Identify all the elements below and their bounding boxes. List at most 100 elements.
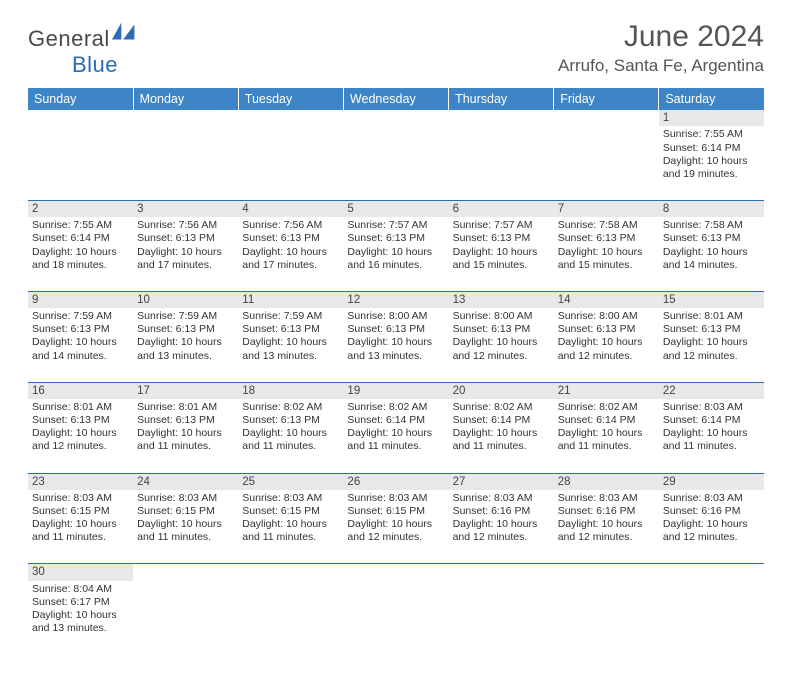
day-number-cell: 24 [133,473,238,490]
daylight-text: Daylight: 10 hours and 15 minutes. [453,246,550,272]
day-header-row: SundayMondayTuesdayWednesdayThursdayFrid… [28,88,764,110]
day-data-row: Sunrise: 8:01 AMSunset: 6:13 PMDaylight:… [28,399,764,473]
sunset-text: Sunset: 6:15 PM [137,505,234,518]
sunset-text: Sunset: 6:13 PM [453,323,550,336]
day-number-cell: 1 [659,110,764,126]
day-data-cell [28,126,133,200]
day-number-cell: 7 [554,200,659,217]
sunset-text: Sunset: 6:13 PM [347,232,444,245]
day-data-cell: Sunrise: 8:03 AMSunset: 6:15 PMDaylight:… [343,490,448,564]
sunrise-text: Sunrise: 8:03 AM [32,492,129,505]
day-data-row: Sunrise: 8:04 AMSunset: 6:17 PMDaylight:… [28,581,764,655]
daylight-text: Daylight: 10 hours and 13 minutes. [32,609,129,635]
day-number-cell [554,564,659,581]
day-data-cell [449,581,554,655]
day-data-cell: Sunrise: 7:55 AMSunset: 6:14 PMDaylight:… [659,126,764,200]
sunrise-text: Sunrise: 7:58 AM [558,219,655,232]
daylight-text: Daylight: 10 hours and 17 minutes. [137,246,234,272]
day-number-cell: 5 [343,200,448,217]
sunrise-text: Sunrise: 8:01 AM [663,310,760,323]
location: Arrufo, Santa Fe, Argentina [558,56,764,76]
day-data-cell: Sunrise: 8:03 AMSunset: 6:14 PMDaylight:… [659,399,764,473]
day-number-cell: 16 [28,382,133,399]
sunset-text: Sunset: 6:14 PM [558,414,655,427]
day-number-cell: 15 [659,291,764,308]
daylight-text: Daylight: 10 hours and 12 minutes. [32,427,129,453]
daylight-text: Daylight: 10 hours and 12 minutes. [558,336,655,362]
sunset-text: Sunset: 6:16 PM [453,505,550,518]
sunset-text: Sunset: 6:13 PM [137,323,234,336]
sunrise-text: Sunrise: 8:02 AM [453,401,550,414]
daynum-row: 2345678 [28,200,764,217]
sunrise-text: Sunrise: 8:03 AM [347,492,444,505]
daylight-text: Daylight: 10 hours and 15 minutes. [558,246,655,272]
sunrise-text: Sunrise: 7:59 AM [137,310,234,323]
day-data-row: Sunrise: 7:55 AMSunset: 6:14 PMDaylight:… [28,126,764,200]
sunset-text: Sunset: 6:14 PM [663,142,760,155]
sunset-text: Sunset: 6:13 PM [242,323,339,336]
sunrise-text: Sunrise: 7:56 AM [137,219,234,232]
sunrise-text: Sunrise: 7:58 AM [663,219,760,232]
sunset-text: Sunset: 6:13 PM [453,232,550,245]
day-data-cell: Sunrise: 7:59 AMSunset: 6:13 PMDaylight:… [133,308,238,382]
sunset-text: Sunset: 6:14 PM [32,232,129,245]
day-number-cell [554,110,659,126]
daylight-text: Daylight: 10 hours and 12 minutes. [558,518,655,544]
daylight-text: Daylight: 10 hours and 13 minutes. [242,336,339,362]
day-number-cell [343,110,448,126]
sunrise-text: Sunrise: 8:00 AM [347,310,444,323]
sunset-text: Sunset: 6:14 PM [453,414,550,427]
logo: GeneralBlue [28,26,140,78]
daylight-text: Daylight: 10 hours and 14 minutes. [32,336,129,362]
calendar-table: SundayMondayTuesdayWednesdayThursdayFrid… [28,88,764,655]
sunset-text: Sunset: 6:14 PM [663,414,760,427]
logo-word2: Blue [72,52,118,77]
daylight-text: Daylight: 10 hours and 11 minutes. [137,427,234,453]
day-number-cell: 23 [28,473,133,490]
day-data-cell: Sunrise: 8:01 AMSunset: 6:13 PMDaylight:… [133,399,238,473]
sunset-text: Sunset: 6:15 PM [242,505,339,518]
day-data-cell: Sunrise: 8:04 AMSunset: 6:17 PMDaylight:… [28,581,133,655]
daylight-text: Daylight: 10 hours and 13 minutes. [347,336,444,362]
day-number-cell: 30 [28,564,133,581]
sunset-text: Sunset: 6:13 PM [32,323,129,336]
sunrise-text: Sunrise: 8:03 AM [242,492,339,505]
day-number-cell [659,564,764,581]
day-data-cell: Sunrise: 8:01 AMSunset: 6:13 PMDaylight:… [28,399,133,473]
day-data-cell: Sunrise: 8:01 AMSunset: 6:13 PMDaylight:… [659,308,764,382]
day-data-cell [238,581,343,655]
day-number-cell: 17 [133,382,238,399]
day-data-cell: Sunrise: 8:02 AMSunset: 6:14 PMDaylight:… [554,399,659,473]
title-block: June 2024 Arrufo, Santa Fe, Argentina [558,20,764,76]
sunrise-text: Sunrise: 7:57 AM [347,219,444,232]
day-data-cell [449,126,554,200]
logo-sail-icon [112,22,140,42]
sunset-text: Sunset: 6:15 PM [32,505,129,518]
daynum-row: 1 [28,110,764,126]
daylight-text: Daylight: 10 hours and 12 minutes. [663,518,760,544]
day-header: Thursday [449,88,554,110]
sunset-text: Sunset: 6:13 PM [663,232,760,245]
sunrise-text: Sunrise: 7:56 AM [242,219,339,232]
day-number-cell: 18 [238,382,343,399]
day-number-cell [449,564,554,581]
month-title: June 2024 [558,20,764,54]
day-data-cell: Sunrise: 8:03 AMSunset: 6:16 PMDaylight:… [554,490,659,564]
day-number-cell: 6 [449,200,554,217]
header: GeneralBlue June 2024 Arrufo, Santa Fe, … [28,20,764,78]
daylight-text: Daylight: 10 hours and 11 minutes. [663,427,760,453]
daynum-row: 16171819202122 [28,382,764,399]
day-data-cell [343,581,448,655]
day-number-cell: 11 [238,291,343,308]
daylight-text: Daylight: 10 hours and 12 minutes. [453,336,550,362]
day-data-row: Sunrise: 7:59 AMSunset: 6:13 PMDaylight:… [28,308,764,382]
day-header: Tuesday [238,88,343,110]
sunset-text: Sunset: 6:13 PM [32,414,129,427]
day-number-cell [28,110,133,126]
day-data-cell: Sunrise: 7:57 AMSunset: 6:13 PMDaylight:… [449,217,554,291]
day-data-cell: Sunrise: 7:59 AMSunset: 6:13 PMDaylight:… [28,308,133,382]
sunset-text: Sunset: 6:13 PM [137,232,234,245]
day-number-cell: 3 [133,200,238,217]
day-number-cell: 2 [28,200,133,217]
day-number-cell: 14 [554,291,659,308]
